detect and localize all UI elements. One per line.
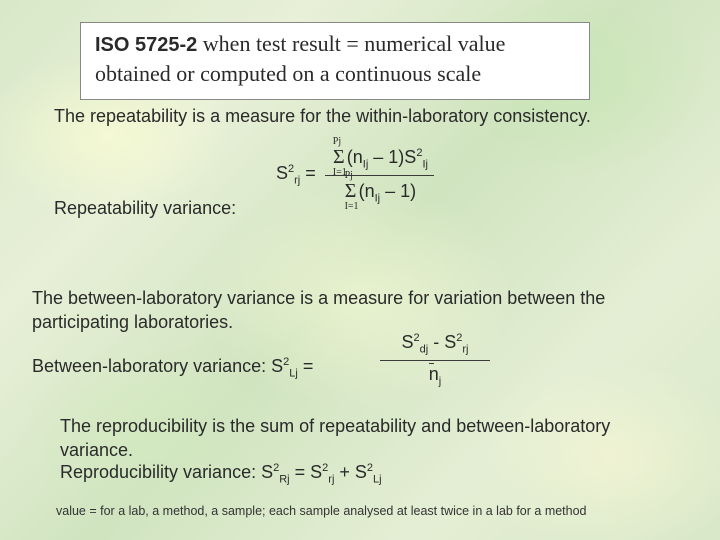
num-open: (n — [347, 147, 363, 167]
fraction: Pj Σ I=1 (nIj – 1)S2Ij Pj Σ I=1 (nIj – 1… — [325, 144, 434, 206]
na-base: S — [402, 332, 414, 352]
rp-sup1: 2 — [273, 462, 279, 474]
den-mid: – 1) — [380, 181, 416, 201]
rp-sub1: Rj — [279, 474, 289, 486]
bl-numerator: S2dj - S2rj — [380, 330, 490, 358]
repeatability-intro: The repeatability is a measure for the w… — [54, 106, 591, 127]
sigma-icon-2: Pj Σ I=1 — [343, 180, 359, 202]
iso-code: ISO 5725-2 — [95, 34, 197, 56]
sum-upper: Pj — [333, 136, 341, 147]
n-minus: - — [428, 332, 444, 352]
between-lab-intro: The between-laboratory variance is a mea… — [32, 286, 692, 335]
lhs-sup: 2 — [288, 163, 294, 175]
rp-eq: = S — [290, 462, 323, 482]
repeatability-formula: S2rj = Pj Σ I=1 (nIj – 1)S2Ij Pj Σ I=1 (… — [276, 144, 434, 206]
bl-pre: Between-laboratory variance: S — [32, 356, 283, 376]
bl-sup: 2 — [283, 356, 289, 368]
nb-base: S — [444, 332, 456, 352]
sigma-glyph: Σ — [333, 146, 345, 168]
bl-eq: = — [298, 356, 314, 376]
rp-pre: Reproducibility variance: S — [60, 462, 273, 482]
rp-plus: + S — [334, 462, 367, 482]
reproducibility-formula: Reproducibility variance: S2Rj = S2rj + … — [60, 462, 382, 486]
num-sup2: 2 — [416, 147, 422, 159]
num-sub2: Ij — [422, 159, 428, 171]
footnote: value = for a lab, a method, a sample; e… — [56, 504, 587, 518]
header-text-1: when test result = numerical value — [197, 31, 505, 56]
rp-sup2: 2 — [322, 462, 328, 474]
bl-sub: Lj — [289, 368, 298, 380]
den-sub: j — [439, 375, 441, 387]
reproducibility-intro: The reproducibility is the sum of repeat… — [60, 414, 680, 463]
numerator: Pj Σ I=1 (nIj – 1)S2Ij — [325, 144, 434, 173]
between-lab-label: Between-laboratory variance: S2Lj = — [32, 356, 313, 380]
sum-lower-2: I=1 — [345, 201, 359, 212]
between-lab-formula: S2dj - S2rj nj — [380, 330, 490, 389]
nb-sup: 2 — [456, 332, 462, 344]
formula-lhs: S2rj = — [276, 163, 321, 183]
rp-sup3: 2 — [367, 462, 373, 474]
num-mid: – 1)S — [368, 147, 416, 167]
repeatability-label: Repeatability variance: — [54, 198, 236, 219]
bl-fraction-bar — [380, 360, 490, 361]
header-box: ISO 5725-2 when test result = numerical … — [80, 22, 590, 100]
na-sub: dj — [420, 344, 429, 356]
rp-sub3: Lj — [373, 474, 382, 486]
sum-upper-2: Pj — [345, 170, 353, 181]
lhs-base: S — [276, 163, 288, 183]
lhs-eq: = — [300, 163, 321, 183]
sigma-glyph-2: Σ — [345, 180, 357, 202]
nb-sub: rj — [462, 344, 468, 356]
den-open: (n — [359, 181, 375, 201]
header-text-2: obtained or computed on a continuous sca… — [95, 61, 481, 86]
den-base: n — [429, 364, 439, 384]
n-bar: n — [429, 365, 439, 385]
na-sup: 2 — [414, 332, 420, 344]
sigma-icon: Pj Σ I=1 — [331, 146, 347, 168]
denominator: Pj Σ I=1 (nIj – 1) — [325, 178, 434, 207]
bl-denominator: nj — [380, 363, 490, 390]
